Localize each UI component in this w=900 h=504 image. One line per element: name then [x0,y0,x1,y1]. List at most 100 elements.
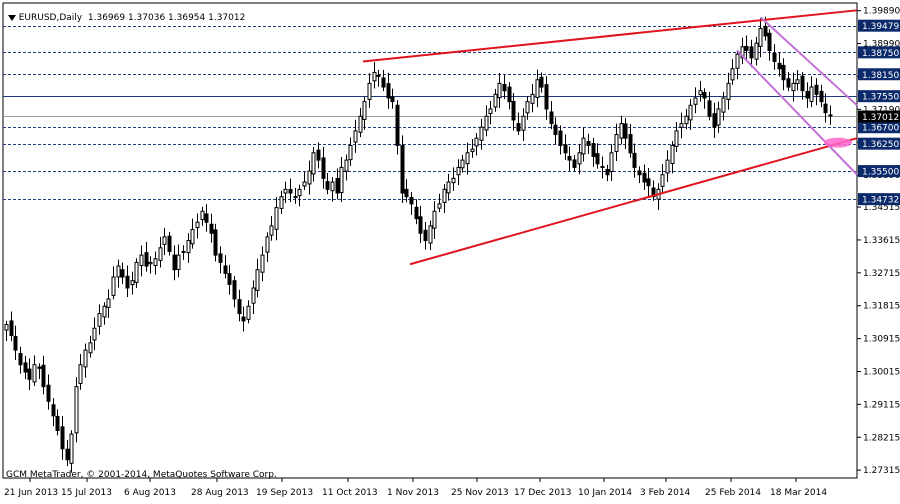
candle-body [274,207,279,230]
candle-body [437,203,442,209]
candle-body [111,276,116,296]
x-tick-label: 15 Jul 2013 [61,488,112,498]
candle-body [92,327,97,341]
candle-body [325,181,330,190]
candle-body [218,253,223,263]
candle-body [572,159,577,168]
candle-body [125,275,130,289]
level-label: 1.38750 [862,49,899,59]
plot-border [2,2,858,479]
candle-body [646,178,651,187]
level-label-bg [858,165,900,178]
candle-body [707,100,712,117]
candle-body [819,90,824,103]
candle-body [167,235,172,252]
level-label: 1.34732 [862,196,899,206]
candle-body [316,149,321,161]
candle-body [381,77,386,88]
candle-body [339,166,344,194]
y-tick-label: 1.30915 [863,335,900,345]
candle-body [805,91,810,99]
candle-body [679,123,684,128]
symbol-dropdown-icon[interactable] [7,14,16,21]
candle-body [418,216,423,234]
candle-body [544,84,549,110]
level-label: 1.39479 [862,22,899,32]
candle-body [595,153,600,165]
candle-body [698,90,703,96]
candle-body [795,79,800,84]
candle-body [335,177,340,194]
level-label: 1.37550 [862,93,899,103]
intersection-marker [824,137,852,148]
candle-body [69,433,74,464]
candle-body [213,229,218,256]
candle-body [479,126,484,141]
candle-body [311,152,316,175]
candle-body [237,299,242,315]
candle-body [74,386,79,434]
candle-body [37,366,42,369]
candle-body [414,206,419,220]
candle-body [586,140,591,146]
candle-body [767,32,772,51]
candle-body [451,177,456,184]
candle-body [251,287,256,304]
candle-body [553,124,558,136]
candle-layer [4,16,833,473]
x-tick-label: 6 Aug 2013 [124,488,176,498]
candle-body [288,188,293,194]
candle-body [353,130,358,143]
x-tick-label: 10 Jan 2014 [578,488,632,498]
candle-body [688,104,693,121]
candle-body [32,364,37,383]
candle-body [670,145,675,165]
axis-layer: 1.398901.389901.380901.371901.362901.353… [4,7,900,498]
candle-body [660,174,665,187]
trend-layer [362,9,858,266]
candle-body [120,269,125,278]
y-tick-label: 1.38990 [863,40,900,50]
candle-body [651,187,656,198]
candle-body [623,123,628,139]
x-tick-label: 25 Feb 2014 [705,488,761,498]
candle-body [358,115,363,133]
y-tick-label: 1.34515 [863,203,900,213]
candle-body [4,324,9,331]
y-tick-label: 1.28215 [863,433,900,443]
candle-body [605,169,610,176]
candle-body [693,97,698,105]
candle-body [148,261,153,265]
candle-body [130,280,135,286]
candle-body [279,196,284,209]
chart-header: EURUSD,Daily 1.36969 1.37036 1.36954 1.3… [2,3,245,23]
y-tick-label: 1.29115 [863,400,900,410]
candle-body [204,213,209,223]
candle-body [144,252,149,267]
candle-body [297,188,302,197]
candle-body [60,426,65,450]
level-label-bg [858,193,900,206]
candle-body [740,46,745,59]
candle-body [525,101,530,114]
candle-body [581,137,586,155]
candle-body [442,188,447,203]
candle-body [65,448,70,461]
candle-body [497,82,502,99]
candle-body [102,305,107,318]
candle-body [456,166,461,176]
candle-body [423,229,428,242]
candle-body [139,254,144,266]
candle-body [162,236,167,245]
candle-body [386,83,391,99]
candle-body [493,93,498,108]
current-price-label: 1.37012 [862,113,899,123]
y-tick-label: 1.37190 [863,105,900,115]
candle-body [777,62,782,70]
candle-body [712,113,717,128]
candle-body [823,103,828,114]
candle-body [684,115,689,125]
candle-body [283,188,288,194]
